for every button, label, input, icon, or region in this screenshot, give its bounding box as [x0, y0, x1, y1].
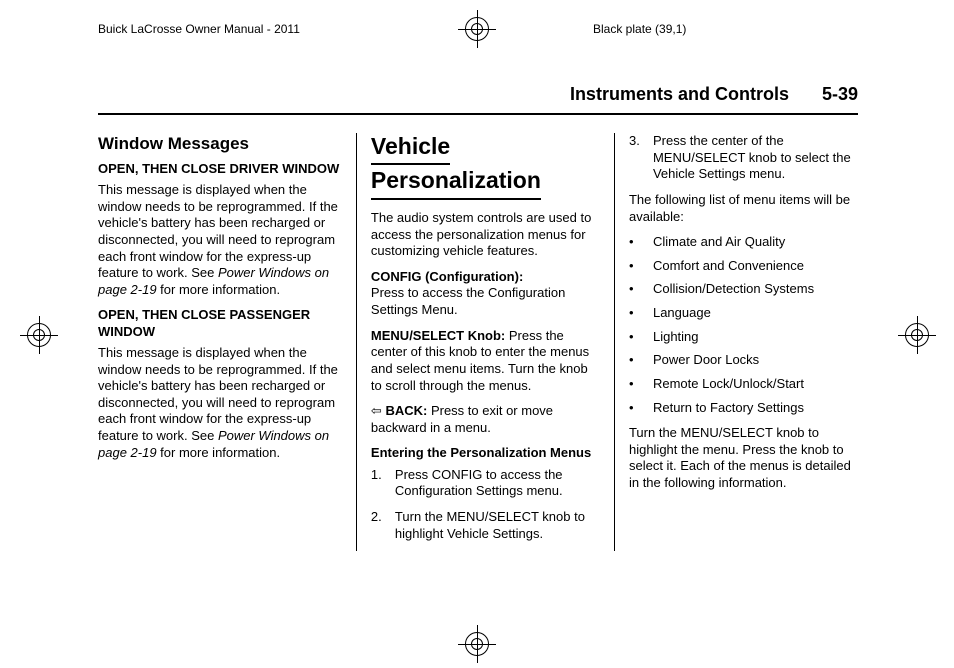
label-config: CONFIG (Configuration): — [371, 269, 523, 284]
body-text: CONFIG (Configuration): Press to access … — [371, 269, 600, 319]
body-text: The following list of menu items will be… — [629, 192, 858, 225]
label-menu-select: MENU/SELECT Knob: — [371, 328, 505, 343]
registration-mark-icon — [458, 625, 496, 663]
list-item: •Remote Lock/Unlock/Start — [629, 376, 858, 393]
running-head: Instruments and Controls 5-39 — [98, 84, 858, 115]
registration-mark-icon — [20, 316, 58, 354]
body-text: The audio system controls are used to ac… — [371, 210, 600, 260]
body-text: MENU/SELECT Knob: Press the center of th… — [371, 328, 600, 395]
manual-page: Buick LaCrosse Owner Manual - 2011 Black… — [0, 0, 954, 668]
list-item: 1.Press CONFIG to access the Configurati… — [371, 467, 600, 500]
steps-list: 1.Press CONFIG to access the Configurati… — [371, 467, 600, 543]
list-item: •Return to Factory Settings — [629, 400, 858, 417]
body-text: ⇦ BACK: Press to exit or move backward i… — [371, 403, 600, 436]
registration-mark-icon — [458, 10, 496, 48]
bullet-icon: • — [629, 352, 653, 369]
column-1: Window Messages OPEN, THEN CLOSE DRIVER … — [98, 133, 342, 551]
heading-entering-menus: Entering the Personalization Menus — [371, 445, 600, 461]
doc-title: Buick LaCrosse Owner Manual - 2011 — [98, 22, 300, 36]
column-3: 3.Press the center of the MENU/SELECT kn… — [614, 133, 858, 551]
bullet-icon: • — [629, 258, 653, 275]
heading-window-messages: Window Messages — [98, 133, 342, 155]
page-number: 5-39 — [822, 84, 858, 104]
heading-driver-window: OPEN, THEN CLOSE DRIVER WINDOW — [98, 161, 342, 177]
steps-list-cont: 3.Press the center of the MENU/SELECT kn… — [629, 133, 858, 183]
list-item: •Language — [629, 305, 858, 322]
section-title: Instruments and Controls — [570, 84, 789, 104]
bullet-icon: • — [629, 281, 653, 298]
body-text: This message is displayed when the windo… — [98, 345, 342, 461]
columns: Window Messages OPEN, THEN CLOSE DRIVER … — [98, 133, 858, 551]
bullet-icon: • — [629, 329, 653, 346]
column-2: Vehicle Personalization The audio system… — [356, 133, 600, 551]
body-text: This message is displayed when the windo… — [98, 182, 342, 298]
list-item: 2.Turn the MENU/SELECT knob to highlight… — [371, 509, 600, 542]
heading-vehicle-personalization: Vehicle Personalization — [371, 133, 600, 204]
list-item: •Collision/Detection Systems — [629, 281, 858, 298]
label-back: BACK: — [382, 403, 428, 418]
bullet-icon: • — [629, 400, 653, 417]
list-item: •Power Door Locks — [629, 352, 858, 369]
heading-passenger-window: OPEN, THEN CLOSE PASSENGER WINDOW — [98, 307, 342, 340]
bullet-icon: • — [629, 376, 653, 393]
bullet-icon: • — [629, 234, 653, 251]
body-text: Turn the MENU/SELECT knob to highlight t… — [629, 425, 858, 492]
content-area: Instruments and Controls 5-39 Window Mes… — [98, 84, 858, 551]
list-item: 3.Press the center of the MENU/SELECT kn… — [629, 133, 858, 183]
back-arrow-icon: ⇦ — [371, 403, 382, 418]
menu-items-list: •Climate and Air Quality •Comfort and Co… — [629, 234, 858, 416]
list-item: •Climate and Air Quality — [629, 234, 858, 251]
list-item: •Lighting — [629, 329, 858, 346]
registration-mark-icon — [898, 316, 936, 354]
list-item: •Comfort and Convenience — [629, 258, 858, 275]
plate-label: Black plate (39,1) — [593, 22, 686, 36]
bullet-icon: • — [629, 305, 653, 322]
